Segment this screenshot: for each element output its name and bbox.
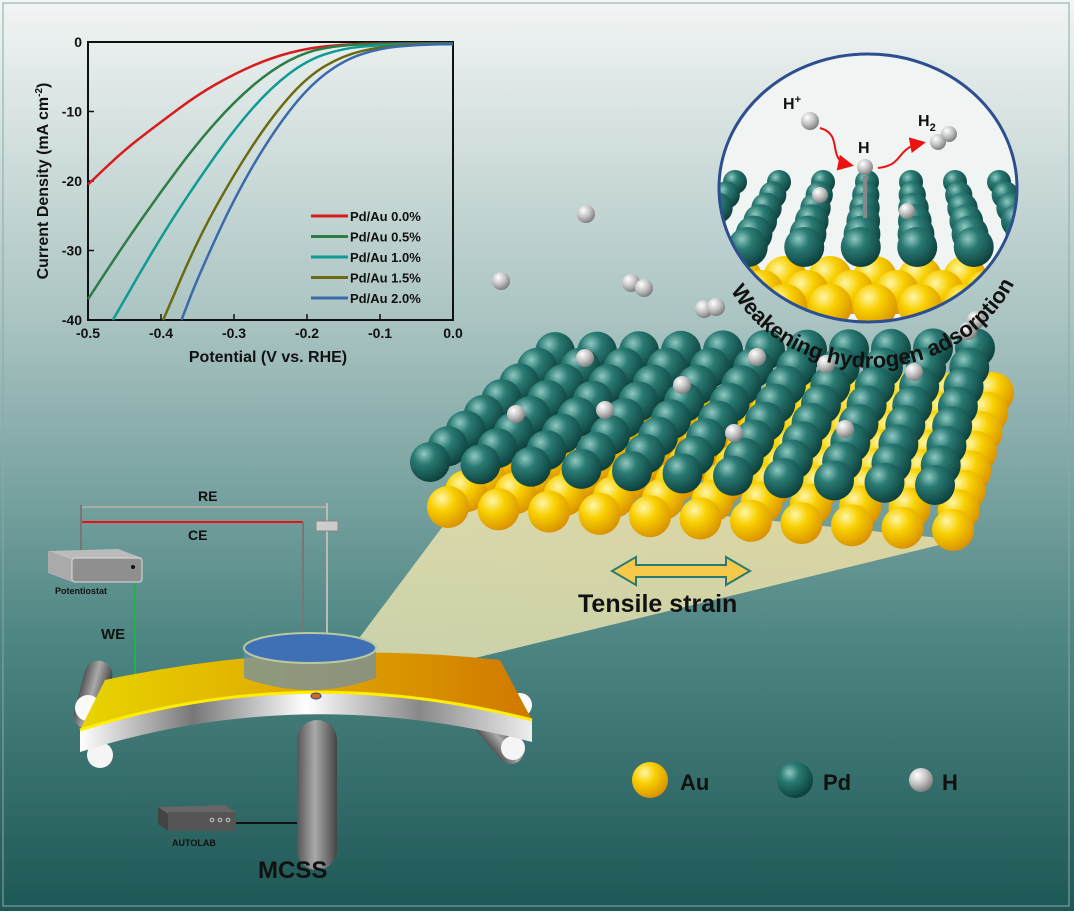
pd-au-lattice <box>410 328 1014 551</box>
pd-atom <box>953 227 994 267</box>
x-tick-label: -0.4 <box>149 325 173 341</box>
hydrogen-atom <box>507 405 525 423</box>
hydrogen-atom <box>577 205 595 223</box>
x-tick-label: -0.2 <box>295 325 319 341</box>
pd-atom <box>864 462 905 503</box>
au-atom <box>578 492 621 535</box>
mcss-setup: RE CE Potentiostat WE <box>48 488 533 884</box>
au-atom <box>679 497 722 540</box>
h-plus-label: H+ <box>783 94 801 113</box>
series-line <box>86 42 454 300</box>
au-atom <box>853 284 897 322</box>
lsv-chart: -0.5 -0.4 -0.3 -0.2 -0.1 0.0 0 -10 -20 -30 -40 Pd/… <box>34 34 463 366</box>
hydrogen-atom <box>899 203 915 219</box>
h-plus-atom <box>801 112 819 130</box>
y-tick-label: -40 <box>62 312 82 328</box>
pd-atom <box>612 451 652 492</box>
series-line <box>180 42 454 321</box>
hydrogen-atom <box>576 349 594 367</box>
au-atom <box>932 509 974 551</box>
potentiostat-device <box>48 549 143 583</box>
y-tick-label: 0 <box>74 34 82 50</box>
arrow-desorption-icon <box>877 137 926 169</box>
hydrogen-atom <box>967 311 985 329</box>
pd-atom <box>511 446 551 487</box>
pd-atom <box>763 458 804 499</box>
pd-atom <box>840 227 881 267</box>
h-legend-label: H <box>942 770 958 795</box>
pd-legend-icon <box>777 762 813 798</box>
pd-atom <box>561 448 602 489</box>
arrow-adsorption-icon <box>819 127 854 171</box>
hydrogen-atom <box>725 424 743 442</box>
au-legend-label: Au <box>680 770 709 795</box>
we-label: WE <box>101 626 125 643</box>
electrochemical-cell <box>243 632 377 700</box>
tensile-strain-arrow-icon <box>610 555 752 587</box>
pd-atom <box>713 455 753 496</box>
au-atom <box>528 490 570 533</box>
autolab-device <box>158 805 235 831</box>
ce-label: CE <box>188 527 207 543</box>
legend-label: Pd/Au 1.5% <box>350 271 421 286</box>
pd-atom <box>784 227 825 267</box>
y-tick-label: -30 <box>62 243 82 259</box>
hydrogen-atom <box>635 279 653 297</box>
hydrogen-atom <box>492 272 510 290</box>
tensile-strain-label: Tensile strain <box>578 590 737 618</box>
h-legend-icon <box>909 768 933 792</box>
autolab-label: AUTOLAB <box>172 838 216 848</box>
legend-label: Pd/Au 2.0% <box>350 291 421 306</box>
free-hydrogen-atoms <box>492 205 985 442</box>
hydrogen-atom <box>707 298 725 316</box>
hydrogen-atom <box>812 187 828 203</box>
potentiostat-label: Potentiostat <box>55 586 107 596</box>
y-tick-label: -20 <box>62 173 82 189</box>
hydrogen-atom <box>748 348 766 366</box>
pd-atom <box>915 465 955 505</box>
pd-atom <box>410 442 450 482</box>
au-atom <box>780 502 823 545</box>
x-tick-label: -0.1 <box>368 325 392 341</box>
au-atom <box>881 506 924 549</box>
hydrogen-atom <box>817 355 835 373</box>
pd-atom <box>719 192 733 224</box>
legend-label: Pd/Au 0.5% <box>350 230 421 245</box>
pd-legend-label: Pd <box>823 770 851 795</box>
y-axis-label: Current Density (mA cm-2) <box>34 83 52 280</box>
re-label: RE <box>198 488 217 504</box>
au-legend-icon <box>632 762 668 798</box>
x-tick-label: -0.3 <box>222 325 246 341</box>
au-atom <box>477 488 520 531</box>
au-atom <box>831 504 873 547</box>
au-atom <box>730 499 772 542</box>
au-atom <box>629 495 671 538</box>
pd-atom <box>897 227 938 267</box>
series-line <box>111 42 453 321</box>
h-label: H <box>858 140 870 157</box>
adsorbed-h-atom <box>857 159 873 175</box>
pd-atom <box>662 453 703 494</box>
pd-atom <box>460 444 501 485</box>
h2-label: H2 <box>918 113 936 134</box>
y-tick-label: -10 <box>62 104 82 120</box>
x-axis-label: Potential (V vs. RHE) <box>189 349 347 366</box>
h2-atom <box>930 134 946 150</box>
legend-label: Pd/Au 1.0% <box>350 250 421 265</box>
hydrogen-atom <box>596 401 614 419</box>
pd-atom <box>814 460 854 501</box>
hydrogen-atom <box>673 376 691 394</box>
au-atom <box>427 486 469 528</box>
mcss-label: MCSS <box>258 857 327 884</box>
legend-label: Pd/Au 0.0% <box>350 209 421 224</box>
element-legend: Au Pd H <box>632 762 958 798</box>
x-tick-label: 0.0 <box>443 325 463 341</box>
hydrogen-atom <box>905 363 923 381</box>
h2-atom <box>941 126 957 142</box>
x-tick-label: -0.5 <box>76 325 100 341</box>
hydrogen-atom <box>836 420 854 438</box>
